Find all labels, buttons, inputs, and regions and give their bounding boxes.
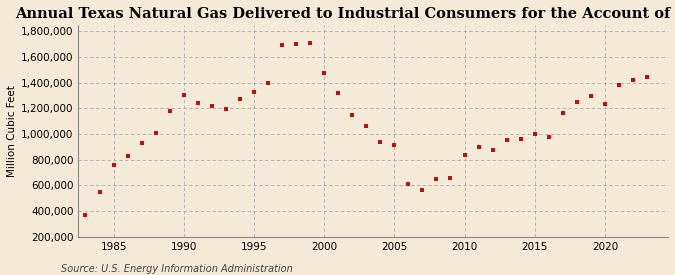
- Point: [277, 43, 288, 48]
- Point: [263, 81, 273, 85]
- Point: [333, 91, 344, 95]
- Point: [431, 177, 442, 181]
- Point: [515, 137, 526, 141]
- Point: [585, 94, 596, 98]
- Point: [487, 148, 498, 152]
- Point: [614, 83, 624, 87]
- Point: [459, 152, 470, 157]
- Point: [361, 124, 372, 128]
- Point: [502, 138, 512, 143]
- Point: [572, 100, 583, 104]
- Point: [207, 104, 217, 108]
- Point: [80, 213, 91, 217]
- Point: [543, 135, 554, 139]
- Point: [248, 89, 259, 94]
- Point: [192, 101, 203, 105]
- Point: [558, 111, 568, 116]
- Point: [529, 132, 540, 136]
- Point: [94, 190, 105, 195]
- Point: [234, 97, 245, 101]
- Point: [122, 154, 133, 158]
- Point: [642, 75, 653, 79]
- Point: [599, 102, 610, 107]
- Point: [136, 141, 147, 145]
- Point: [304, 41, 315, 45]
- Point: [164, 109, 175, 113]
- Point: [347, 112, 358, 117]
- Point: [445, 175, 456, 180]
- Point: [417, 188, 428, 192]
- Point: [389, 143, 400, 147]
- Point: [108, 163, 119, 167]
- Point: [473, 145, 484, 150]
- Point: [375, 139, 385, 144]
- Text: Source: U.S. Energy Information Administration: Source: U.S. Energy Information Administ…: [61, 264, 292, 274]
- Title: Annual Texas Natural Gas Delivered to Industrial Consumers for the Account of Ot: Annual Texas Natural Gas Delivered to In…: [16, 7, 675, 21]
- Point: [151, 131, 161, 136]
- Point: [291, 42, 302, 46]
- Point: [319, 71, 329, 75]
- Y-axis label: Million Cubic Feet: Million Cubic Feet: [7, 85, 17, 177]
- Point: [221, 107, 232, 111]
- Point: [178, 93, 189, 98]
- Point: [628, 78, 639, 82]
- Point: [403, 182, 414, 186]
